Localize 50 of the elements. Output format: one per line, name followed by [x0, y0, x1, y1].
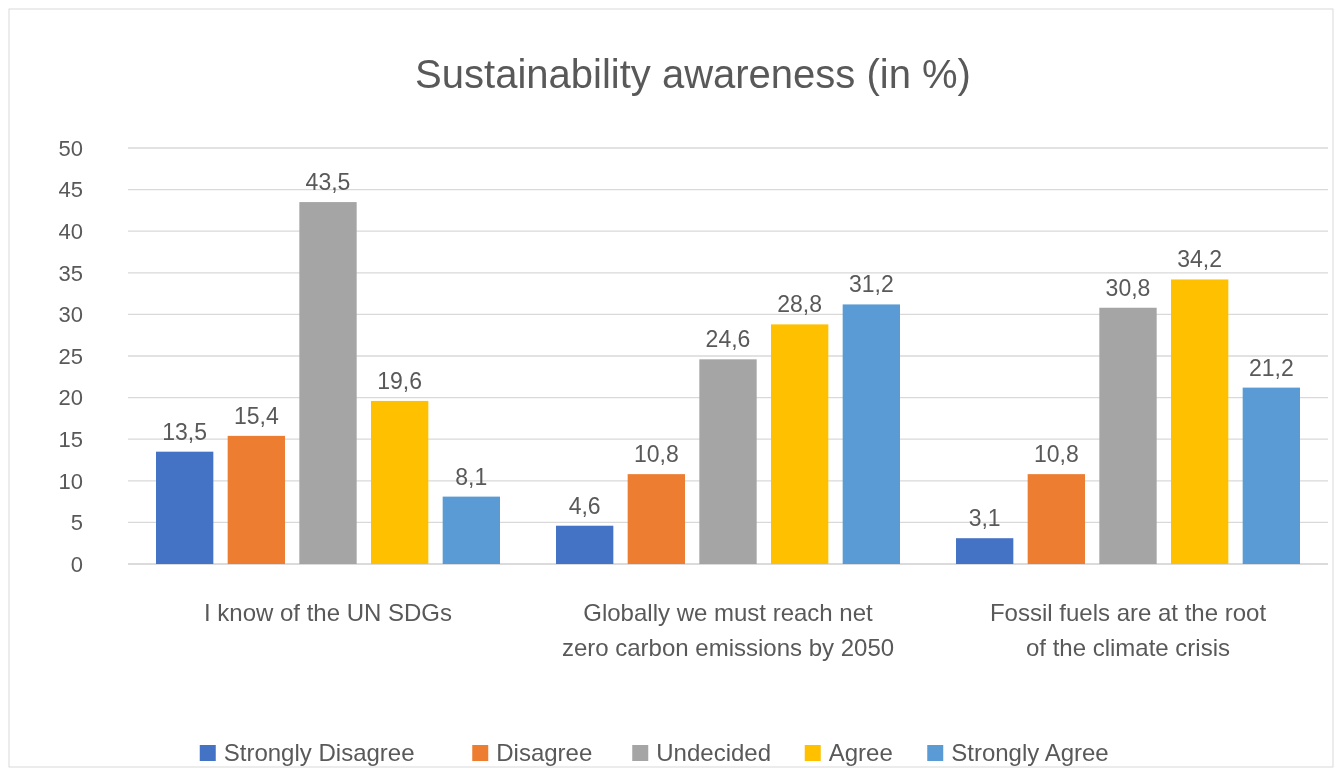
- bar: [1027, 474, 1085, 564]
- y-tick-label: 0: [70, 551, 83, 577]
- y-tick-label: 30: [58, 302, 83, 328]
- y-tick-label: 10: [58, 468, 83, 494]
- y-tick-label: 45: [58, 177, 83, 203]
- legend-label: Disagree: [496, 739, 593, 766]
- bar: [627, 474, 685, 564]
- data-label: 28,8: [777, 291, 823, 318]
- bar: [699, 359, 757, 564]
- bar: [956, 538, 1014, 564]
- data-label: 19,6: [377, 367, 423, 394]
- data-label: 15,4: [233, 402, 279, 429]
- data-label: 30,8: [1105, 274, 1151, 301]
- data-label: 21,2: [1248, 354, 1294, 381]
- bar: [299, 202, 357, 564]
- data-label: 34,2: [1177, 246, 1223, 273]
- data-label: 24,6: [705, 326, 751, 353]
- data-label: 4,6: [568, 492, 601, 519]
- data-label: 13,5: [162, 418, 208, 445]
- bar: [1099, 307, 1157, 564]
- legend-label: Strongly Agree: [951, 739, 1109, 766]
- x-tick-label: Globally we must reach net zero carbon emissions by 2050: [561, 599, 895, 661]
- y-tick-label: 5: [70, 510, 83, 536]
- y-tick-label: 40: [58, 218, 83, 244]
- data-label: 31,2: [848, 271, 894, 298]
- y-tick-label: 25: [58, 343, 83, 369]
- bar: [371, 400, 429, 564]
- bar: [442, 496, 500, 564]
- legend-label: Strongly Disagree: [223, 739, 415, 766]
- data-label: 10,8: [633, 441, 679, 468]
- y-tick-label: 35: [58, 260, 83, 286]
- bar: [1242, 387, 1300, 564]
- legend-label: Undecided: [656, 739, 771, 766]
- data-label: 3,1: [968, 505, 1001, 532]
- bar: [771, 324, 829, 564]
- chart-title: Sustainability awareness (in %): [415, 52, 971, 96]
- bar: [1171, 279, 1229, 564]
- bar: [842, 304, 900, 564]
- data-label: 8,1: [455, 463, 488, 490]
- y-tick-label: 20: [58, 385, 83, 411]
- data-label: 10,8: [1033, 441, 1079, 468]
- data-label: 43,5: [305, 169, 351, 196]
- bar: [227, 435, 285, 564]
- x-tick-label: I know of the UN SDGs: [203, 599, 453, 626]
- legend-label: Agree: [828, 739, 893, 766]
- x-tick-label: Fossil fuels are at the root of the climate crisis: [989, 599, 1267, 661]
- y-tick-label: 15: [58, 426, 83, 452]
- y-tick-label: 50: [58, 135, 83, 161]
- bar: [556, 525, 614, 564]
- bar: [156, 451, 214, 564]
